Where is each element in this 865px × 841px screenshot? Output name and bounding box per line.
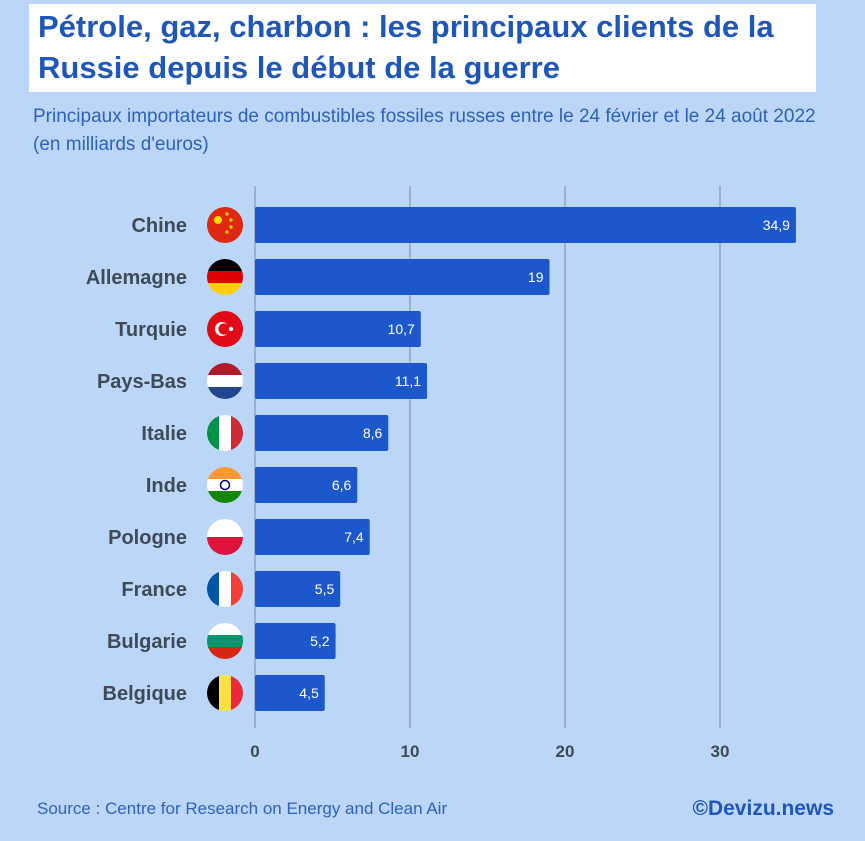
bar-bulgarie [255, 623, 336, 659]
category-label: Italie [141, 423, 187, 445]
china-flag-icon [207, 207, 243, 243]
category-label: Chine [131, 215, 187, 237]
bar-allemagne [255, 259, 550, 295]
category-label: Turquie [115, 319, 187, 341]
belgium-flag-icon [207, 675, 243, 711]
category-label: Belgique [103, 683, 187, 705]
data-label: 7,4 [344, 529, 364, 545]
bar-pays-bas [255, 363, 428, 399]
data-label: 4,5 [299, 685, 319, 701]
data-label: 5,2 [310, 633, 330, 649]
germany-flag-icon [207, 259, 243, 295]
category-label: France [121, 579, 187, 601]
data-label: 10,7 [388, 321, 415, 337]
turkey-flag-icon [207, 311, 243, 347]
poland-flag-icon [207, 519, 243, 555]
bar-chine [255, 207, 796, 243]
bar-turquie [255, 311, 421, 347]
source-note: Source : Centre for Research on Energy a… [37, 799, 448, 818]
x-tick-label: 0 [250, 742, 259, 761]
x-tick-label: 10 [401, 742, 420, 761]
france-flag-icon [207, 571, 243, 607]
bar-italie [255, 415, 389, 451]
data-label: 6,6 [332, 477, 352, 493]
chart-subtitle: Principaux importateurs de combustibles … [33, 106, 816, 155]
bar-chart: 0 10 20 30 Chine 34,9 Allemagne 19 Turquie 10,7 Pa… [86, 186, 796, 761]
bar-france [255, 571, 341, 607]
bar-inde [255, 467, 358, 503]
category-label: Bulgarie [107, 631, 187, 653]
data-label: 8,6 [363, 425, 383, 441]
data-label: 11,1 [395, 373, 421, 389]
category-label: Allemagne [86, 267, 187, 289]
brand-logo: ©Devizu.news [692, 797, 834, 820]
category-label: Inde [146, 475, 187, 497]
netherlands-flag-icon [207, 363, 243, 399]
category-label: Pays-Bas [97, 371, 187, 393]
data-label: 34,9 [763, 217, 790, 233]
x-tick-label: 20 [556, 742, 575, 761]
category-label: Pologne [108, 527, 187, 549]
india-flag-icon [207, 467, 243, 503]
italy-flag-icon [207, 415, 243, 451]
chart-title: Pétrole, gaz, charbon : les principaux c… [38, 9, 774, 85]
bar-belgique [255, 675, 325, 711]
data-label: 19 [528, 269, 544, 285]
bulgaria-flag-icon [207, 623, 243, 659]
title-background [29, 4, 816, 92]
x-tick-label: 30 [711, 742, 730, 761]
bar-pologne [255, 519, 370, 555]
data-label: 5,5 [315, 581, 335, 597]
